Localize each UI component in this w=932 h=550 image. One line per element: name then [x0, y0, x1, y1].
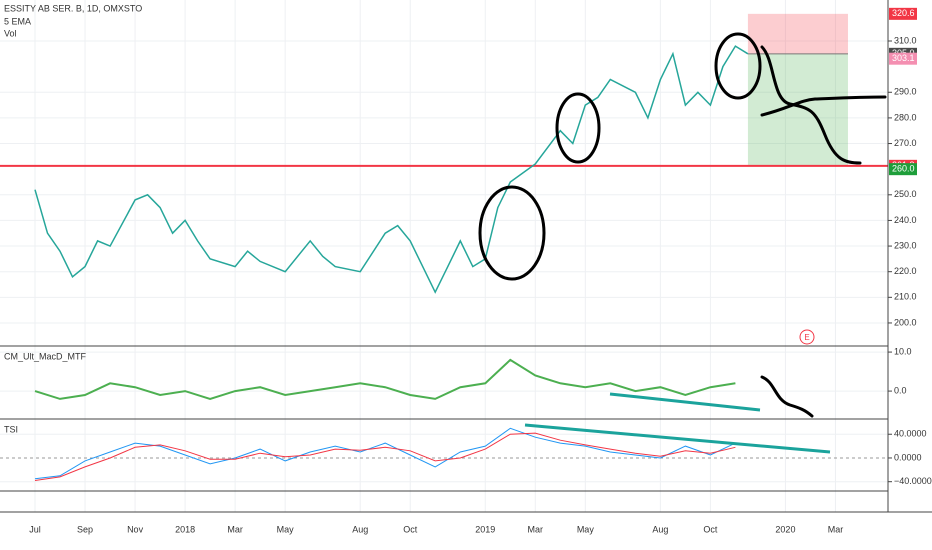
earnings-label: E	[804, 333, 809, 342]
drawn-path	[760, 95, 887, 117]
tsi-title: TSI	[4, 424, 18, 434]
data-line	[34, 427, 736, 480]
y-tick-label: 220.0	[894, 266, 917, 276]
y-tick-label: 280.0	[894, 112, 917, 122]
x-tick-label: May	[277, 524, 295, 534]
price-label-box	[889, 7, 917, 20]
y-tick-label: −40.0000	[894, 476, 932, 486]
y-tick-label: 270.0	[894, 138, 917, 148]
y-tick-label: 200.0	[894, 317, 917, 327]
drawn-circle	[478, 185, 546, 281]
indicator-label: 5 EMA	[4, 16, 31, 26]
volume-label: Vol	[4, 28, 17, 38]
x-tick-label: 2018	[175, 524, 195, 534]
y-tick-label: 230.0	[894, 240, 917, 250]
symbol-title: ESSITY AB SER. B, 1D, OMXSTO	[4, 3, 142, 13]
y-tick-label: 250.0	[894, 189, 917, 199]
y-tick-label: 210.0	[894, 292, 917, 302]
y-tick-label: 40.0000	[894, 429, 927, 439]
price-label: 303.1	[892, 53, 915, 63]
x-tick-label: Mar	[227, 524, 243, 534]
x-tick-label: May	[577, 524, 595, 534]
data-line	[34, 432, 736, 481]
x-tick-label: Mar	[528, 524, 544, 534]
stop-zone	[747, 13, 848, 54]
y-tick-label: 290.0	[894, 87, 917, 97]
data-line	[34, 358, 736, 400]
x-tick-label: 2020	[775, 524, 795, 534]
x-tick-label: Aug	[652, 524, 668, 534]
drawn-circle	[714, 32, 762, 100]
drawn-path	[760, 375, 814, 418]
trend-line	[524, 423, 831, 454]
price-label: 320.6	[892, 8, 915, 18]
data-line	[34, 45, 749, 294]
price-label-box	[889, 163, 917, 176]
x-tick-label: Aug	[352, 524, 368, 534]
x-tick-label: Nov	[127, 524, 144, 534]
x-tick-label: Oct	[703, 524, 718, 534]
y-tick-label: 310.0	[894, 35, 917, 45]
drawn-circle	[555, 92, 601, 164]
earnings-marker[interactable]	[799, 329, 815, 345]
drawn-path	[760, 45, 862, 165]
x-tick-label: 2019	[475, 524, 495, 534]
y-tick-label: 0.0	[894, 385, 907, 395]
x-tick-label: Mar	[828, 524, 844, 534]
price-label: 260.0	[892, 164, 915, 174]
price-label-box	[889, 52, 917, 65]
y-tick-label: 10.0	[894, 346, 912, 356]
hand-drawings	[478, 32, 887, 454]
x-tick-label: Sep	[77, 524, 93, 534]
macd-title: CM_Ult_MacD_MTF	[4, 351, 87, 361]
trend-line	[609, 392, 761, 412]
x-tick-label: Oct	[403, 524, 418, 534]
y-tick-label: 0.0000	[894, 452, 922, 462]
x-tick-label: Jul	[29, 524, 41, 534]
y-tick-label: 240.0	[894, 215, 917, 225]
